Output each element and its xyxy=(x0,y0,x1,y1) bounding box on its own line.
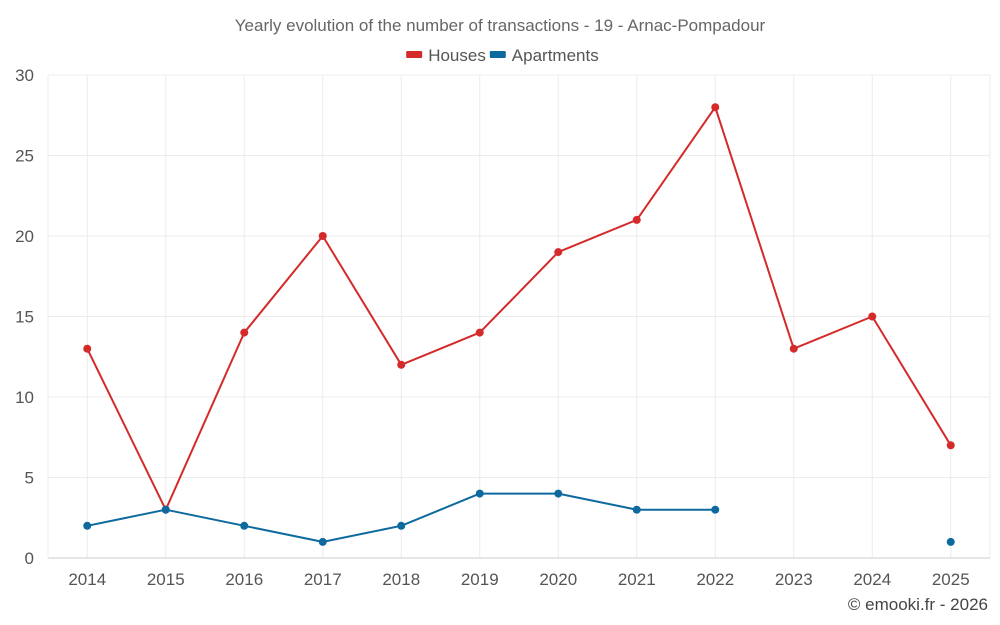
x-tick-label: 2020 xyxy=(539,570,577,589)
y-tick-label: 15 xyxy=(15,308,34,327)
legend-item-apartments[interactable]: Apartments xyxy=(489,46,599,65)
data-point-apartments xyxy=(318,537,327,546)
data-point-apartments xyxy=(240,521,249,530)
y-tick-label: 10 xyxy=(15,388,34,407)
y-tick-label: 20 xyxy=(15,227,34,246)
data-point-houses xyxy=(240,328,249,337)
legend-swatch-houses xyxy=(406,51,423,58)
x-tick-label: 2015 xyxy=(147,570,185,589)
x-tick-label: 2025 xyxy=(932,570,970,589)
x-tick-label: 2016 xyxy=(225,570,263,589)
y-tick-label: 0 xyxy=(25,549,34,568)
x-tick-label: 2024 xyxy=(853,570,891,589)
data-point-apartments xyxy=(946,537,955,546)
grid-lines xyxy=(47,74,991,558)
series-houses xyxy=(83,103,955,514)
y-tick-label: 5 xyxy=(25,469,34,488)
chart-title: Yearly evolution of the number of transa… xyxy=(235,16,766,35)
x-tick-label: 2017 xyxy=(304,570,342,589)
legend-swatch-apartments xyxy=(489,51,506,58)
credit-label: © emooki.fr - 2026 xyxy=(848,595,988,614)
y-axis: 0 5 10 15 20 25 30 xyxy=(15,66,34,568)
data-point-houses xyxy=(946,441,955,450)
series-line-apartments xyxy=(87,494,951,542)
x-tick-label: 2021 xyxy=(618,570,656,589)
legend: Houses Apartments xyxy=(406,46,599,65)
x-tick-label: 2014 xyxy=(68,570,106,589)
series-apartments xyxy=(83,489,955,546)
legend-label-apartments: Apartments xyxy=(512,46,599,65)
data-point-houses xyxy=(632,215,641,224)
data-point-apartments xyxy=(475,489,484,498)
x-tick-label: 2018 xyxy=(382,570,420,589)
series-line-houses xyxy=(86,106,952,511)
y-tick-label: 25 xyxy=(15,147,34,166)
y-tick-label: 30 xyxy=(15,66,34,85)
data-point-houses xyxy=(318,232,327,240)
data-point-houses xyxy=(475,328,484,337)
data-point-houses xyxy=(868,312,877,321)
x-tick-label: 2019 xyxy=(461,570,499,589)
data-point-apartments xyxy=(83,521,92,530)
data-point-apartments xyxy=(711,505,720,514)
data-point-houses xyxy=(711,103,720,112)
data-point-houses xyxy=(83,344,92,353)
series-layer xyxy=(83,103,955,546)
legend-item-houses[interactable]: Houses xyxy=(406,46,486,65)
data-point-houses xyxy=(397,360,406,369)
legend-label-houses: Houses xyxy=(428,46,486,65)
x-axis: 2014 2015 2016 2017 2018 2019 2020 2021 2022 2023… xyxy=(48,557,990,589)
x-tick-label: 2023 xyxy=(775,570,813,589)
data-point-apartments xyxy=(554,489,563,498)
data-point-houses xyxy=(554,248,563,257)
data-point-apartments xyxy=(632,505,641,514)
x-tick-label: 2022 xyxy=(696,570,734,589)
data-point-apartments xyxy=(161,505,170,514)
data-point-houses xyxy=(789,344,798,353)
data-point-apartments xyxy=(397,521,406,530)
